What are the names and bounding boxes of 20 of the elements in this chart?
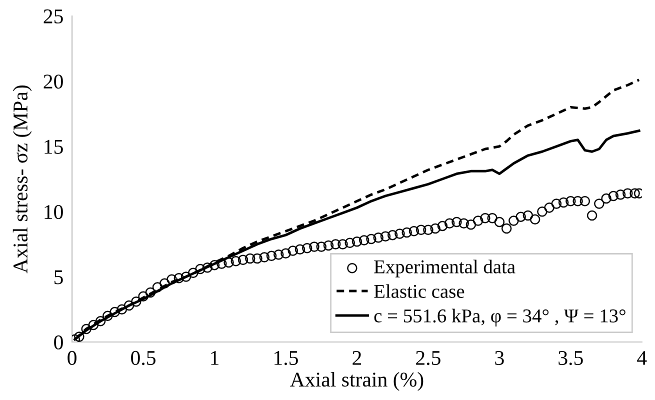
y-tick-label: 20 [44, 74, 63, 89]
legend-label: Experimental data [374, 260, 516, 278]
x-tick-label: 3 [495, 350, 504, 365]
y-tick-label: 25 [44, 9, 63, 24]
x-tick-label: 2.5 [416, 350, 440, 366]
x-tick-label: 1 [211, 351, 218, 365]
x-tick-label: 2 [352, 350, 362, 365]
y-tick-label: 10 [44, 204, 63, 220]
y-tick-label: 5 [54, 270, 63, 284]
x-tick-label: 4 [637, 351, 647, 365]
x-tick-label: 3.5 [558, 350, 583, 366]
y-tick-label: 15 [44, 140, 63, 154]
legend-label: c = 551.6 kPa, φ = 34° , Ψ = 13° [374, 308, 626, 326]
x-tick-label: 0.5 [131, 350, 156, 366]
x-tick-label: 0 [68, 350, 76, 365]
legend-label: Elastic case [374, 284, 464, 298]
x-tick-label: 1.5 [274, 351, 298, 366]
y-axis-title: Axial stress- σz (MPa) [12, 85, 32, 274]
y-tick-label: 0 [54, 335, 63, 350]
x-axis-title: Axial strain (%) [290, 372, 424, 391]
